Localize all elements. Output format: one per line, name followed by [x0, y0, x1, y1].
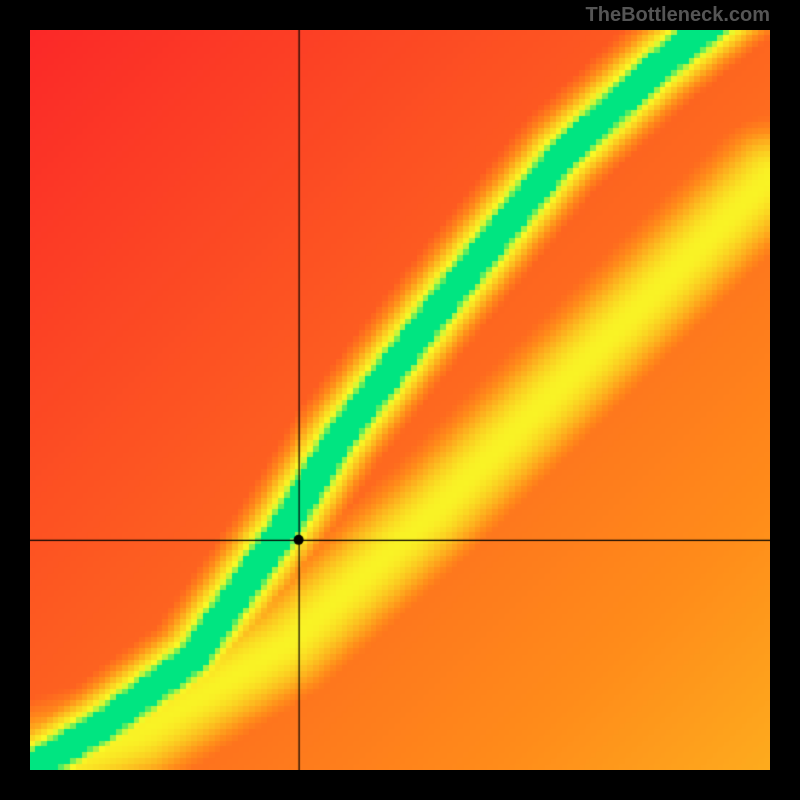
chart-container: TheBottleneck.com [0, 0, 800, 800]
frame-left [0, 0, 30, 800]
frame-bottom [0, 770, 800, 800]
bottleneck-heatmap [30, 30, 770, 770]
attribution-label: TheBottleneck.com [586, 4, 770, 27]
frame-right [770, 0, 800, 800]
